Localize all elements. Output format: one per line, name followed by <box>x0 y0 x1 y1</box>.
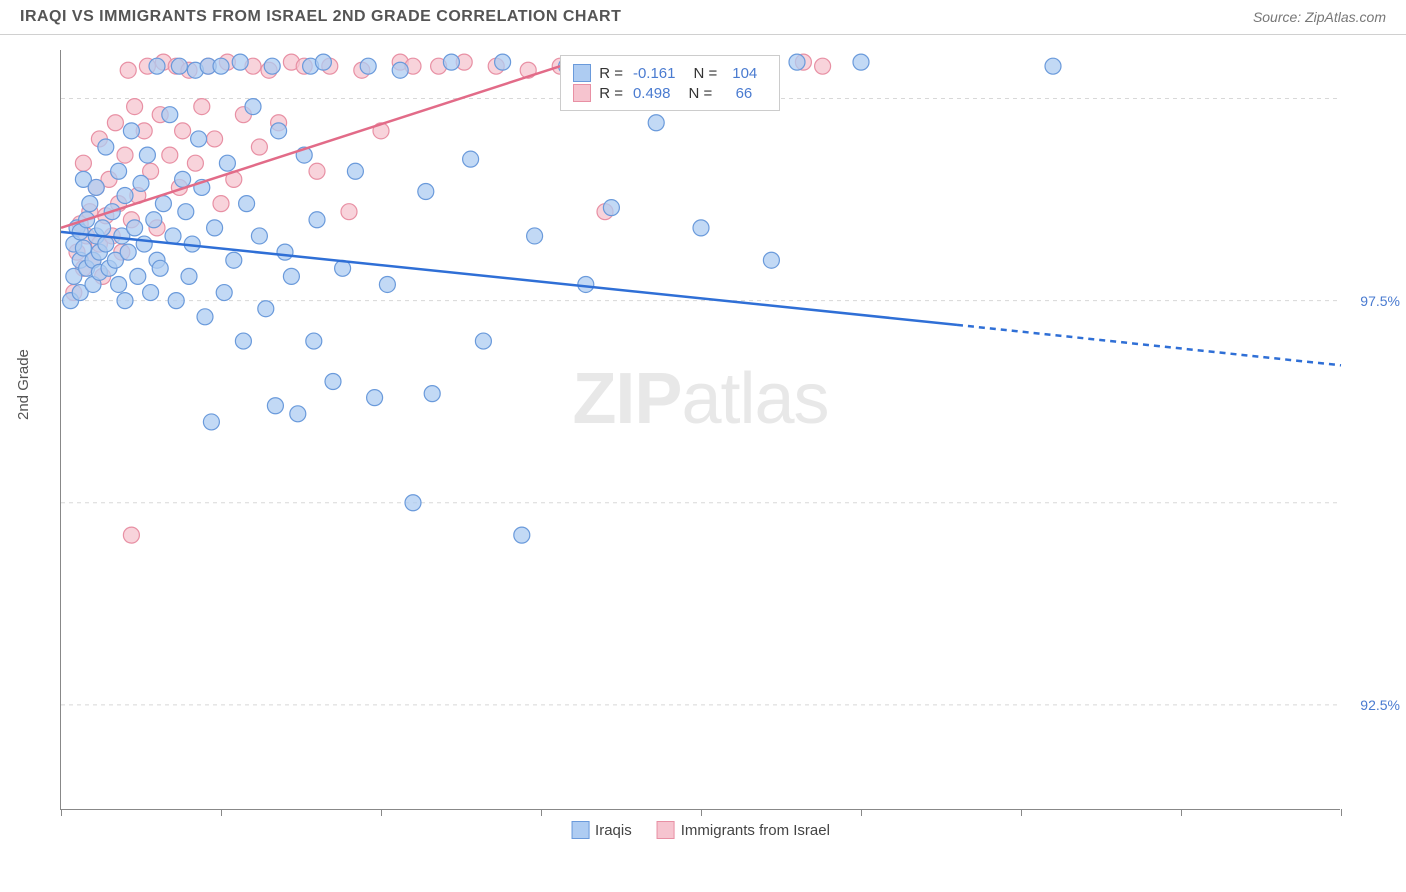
stat-n-value: 104 <box>727 65 757 82</box>
x-tick <box>541 809 542 816</box>
scatter-svg <box>61 50 1340 809</box>
legend-swatch <box>573 64 591 82</box>
bottom-legend: Iraqis Immigrants from Israel <box>571 821 830 839</box>
stats-legend-row: R = 0.498 N = 66 <box>573 84 767 102</box>
y-axis-label: 2nd Grade <box>15 349 32 420</box>
chart-source: Source: ZipAtlas.com <box>1253 9 1386 25</box>
stat-r-value: 0.498 <box>633 85 671 102</box>
x-tick <box>381 809 382 816</box>
x-tick <box>701 809 702 816</box>
x-tick <box>1341 809 1342 816</box>
chart-title: IRAQI VS IMMIGRANTS FROM ISRAEL 2ND GRAD… <box>20 8 621 26</box>
x-tick <box>1021 809 1022 816</box>
legend-label: Immigrants from Israel <box>681 822 830 839</box>
legend-swatch <box>657 821 675 839</box>
legend-swatch <box>571 821 589 839</box>
stat-n-label: N = <box>689 85 713 102</box>
stat-n-label: N = <box>694 65 718 82</box>
stat-r-label: R = <box>599 65 623 82</box>
x-tick <box>61 809 62 816</box>
stat-r-value: -0.161 <box>633 65 676 82</box>
stats-legend: R =-0.161N =104R =0.498N =66 <box>560 55 780 111</box>
bottom-legend-item: Immigrants from Israel <box>657 821 830 839</box>
x-tick <box>1181 809 1182 816</box>
legend-label: Iraqis <box>595 822 632 839</box>
chart-header: IRAQI VS IMMIGRANTS FROM ISRAEL 2ND GRAD… <box>0 0 1406 35</box>
plot-area: ZIPatlas 92.5%97.5% R =-0.161N =104R =0.… <box>60 50 1340 810</box>
stats-legend-row: R = -0.161 N = 104 <box>573 64 767 82</box>
y-tick-label: 92.5% <box>1360 697 1400 713</box>
legend-swatch <box>573 84 591 102</box>
y-tick-label: 97.5% <box>1360 293 1400 309</box>
x-tick <box>221 809 222 816</box>
x-tick <box>861 809 862 816</box>
stat-n-value: 66 <box>722 85 752 102</box>
stat-r-label: R = <box>599 85 623 102</box>
bottom-legend-item: Iraqis <box>571 821 632 839</box>
